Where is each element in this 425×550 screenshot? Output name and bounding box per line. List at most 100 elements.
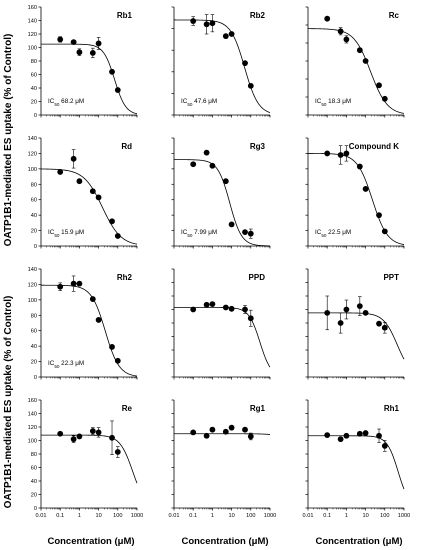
y-tick-label: 20 (31, 360, 37, 366)
y-tick-label: 80 (31, 182, 37, 188)
fit-curve (41, 284, 138, 377)
fit-curve (308, 28, 405, 114)
panel-title: Rc (389, 11, 400, 20)
y-tick-label: 80 (31, 313, 37, 319)
data-point (356, 163, 363, 170)
panel-title: Rb2 (250, 11, 266, 20)
data-point (247, 230, 254, 237)
data-point (337, 152, 344, 158)
data-point (89, 50, 96, 56)
data-point (343, 306, 350, 313)
y-tick-label: 100 (28, 46, 37, 52)
y-tick-label: 140 (28, 136, 37, 142)
x-tick-label: 100 (246, 513, 255, 519)
x-tick-label: 100 (113, 513, 122, 519)
y-tick-label: 140 (28, 267, 37, 273)
data-point (95, 429, 102, 436)
data-point (203, 149, 210, 156)
y-tick-label: 40 (31, 344, 37, 350)
data-point (203, 432, 210, 439)
y-tick-label: 60 (31, 466, 37, 472)
data-point (209, 162, 216, 169)
data-point (76, 433, 83, 440)
data-point (109, 344, 115, 350)
ic50-annotation: IC50 15.9 μM (48, 229, 84, 238)
x-tick-label: 1000 (398, 513, 410, 519)
x-tick-label: 1 (211, 513, 214, 519)
chart-panel-10: 0 20 40 60 80 100 120 140 160 0.01 0.1 1 10 100 1000 Re (28, 398, 144, 519)
data-point (228, 31, 235, 37)
x-tick-label: 10 (228, 513, 234, 519)
y-tick-label: 20 (31, 493, 37, 499)
x-tick-label: 0.01 (303, 513, 314, 519)
data-point (190, 18, 197, 24)
data-point (324, 432, 331, 438)
y-axis-label-top: OATP1B1-mediated ES uptake (% of Control… (3, 34, 14, 247)
fit-curve (174, 19, 271, 113)
data-point (343, 432, 350, 439)
y-tick-label: 60 (31, 198, 37, 204)
y-tick-label: 100 (28, 298, 37, 304)
y-tick-label: 100 (28, 167, 37, 173)
x-tick-label: 1000 (131, 513, 143, 519)
data-point (362, 58, 369, 64)
data-point (376, 82, 382, 89)
data-point (381, 228, 388, 235)
data-point (376, 212, 382, 219)
data-point (76, 178, 83, 185)
x-tick-label: 1 (78, 513, 81, 519)
data-point (70, 280, 77, 287)
data-point (70, 39, 77, 45)
data-point (95, 40, 102, 47)
x-tick-label: 1 (345, 513, 348, 519)
fit-curve (174, 433, 271, 435)
chart-panel-6: Compound K IC50 22.5 μM (305, 137, 405, 249)
y-tick-label: 40 (31, 86, 37, 92)
data-point (109, 434, 115, 441)
data-point (57, 169, 64, 175)
y-tick-label: 60 (31, 329, 37, 335)
data-point (70, 436, 77, 443)
y-tick-label: 120 (28, 32, 37, 38)
x-tick-label: 10 (362, 513, 368, 519)
data-point (381, 324, 388, 331)
data-point (109, 218, 115, 225)
fit-curve (308, 312, 405, 360)
data-point (362, 430, 369, 436)
chart-panel-4: 0 20 40 60 80 100 120 140 Rd IC50 15.9 μM (28, 136, 138, 250)
fit-curve (41, 434, 138, 484)
data-point (381, 443, 388, 449)
data-point (57, 36, 64, 43)
y-tick-label: 0 (34, 244, 37, 250)
data-point (209, 426, 216, 433)
data-point (222, 428, 229, 435)
y-tick-label: 20 (31, 229, 37, 235)
data-point (356, 430, 363, 437)
x-tick-label: 1000 (264, 513, 276, 519)
data-point (190, 161, 197, 168)
y-tick-label: 0 (34, 113, 37, 119)
data-point (57, 283, 64, 290)
y-tick-label: 100 (28, 439, 37, 445)
y-tick-label: 80 (31, 59, 37, 65)
x-axis-label-col-3: Concentration (μM) (315, 536, 402, 547)
data-point (89, 428, 96, 434)
fit-curve (174, 159, 271, 247)
ic50-annotation: IC50 68.2 μM (48, 98, 84, 107)
fit-curve (308, 153, 405, 245)
data-point (337, 320, 344, 326)
data-point (324, 15, 331, 22)
ic50-annotation: IC50 47.6 μM (181, 98, 217, 107)
data-point (89, 296, 96, 302)
data-point (228, 221, 235, 228)
y-tick-label: 160 (28, 398, 37, 404)
ic50-annotation: IC50 18.3 μM (315, 98, 351, 107)
y-tick-label: 120 (28, 151, 37, 157)
y-tick-label: 0 (34, 375, 37, 381)
y-tick-label: 140 (28, 412, 37, 418)
data-point (247, 433, 254, 440)
data-point (362, 186, 369, 192)
data-point (247, 82, 254, 89)
data-point (337, 28, 344, 35)
